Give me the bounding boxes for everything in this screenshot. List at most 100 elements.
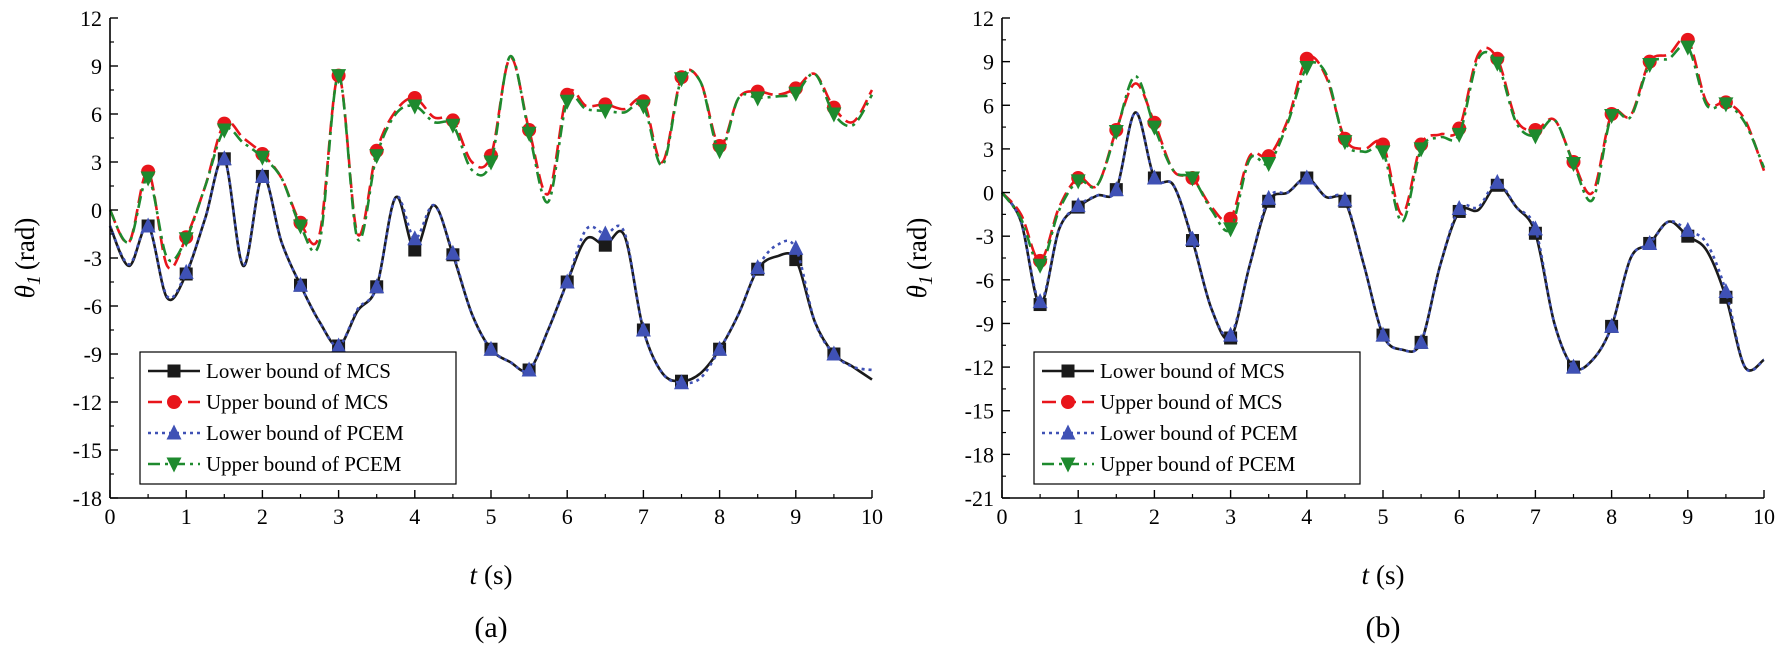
- series-marker-upper-bound-of-pcem: [1375, 145, 1391, 161]
- legend-label-upper-bound-of-pcem: Upper bound of PCEM: [1100, 452, 1296, 476]
- series-marker-lower-bound-of-pcem: [1527, 220, 1543, 236]
- series-marker-upper-bound-of-pcem: [1146, 120, 1162, 136]
- series-line-lower-bound-of-pcem: [1000, 111, 1765, 373]
- legend-label-lower-bound-of-mcs: Lower bound of MCS: [1100, 359, 1285, 383]
- series-marker-lower-bound-of-pcem: [369, 278, 385, 294]
- x-tick-label: 10: [1753, 504, 1775, 529]
- y-axis-label: θ1 (rad): [10, 218, 45, 299]
- x-tick-label: 5: [1378, 504, 1389, 529]
- x-tick-label: 2: [257, 504, 268, 529]
- series-marker-upper-bound-of-pcem: [521, 126, 537, 142]
- y-tick-label: 0: [983, 181, 994, 206]
- panel-label-a: (a): [474, 611, 507, 644]
- series-marker-lower-bound-of-pcem: [1299, 169, 1315, 185]
- y-tick-label: -3: [84, 246, 102, 271]
- series-marker-upper-bound-of-pcem: [1680, 40, 1696, 56]
- series-marker-lower-bound-of-pcem: [407, 230, 423, 246]
- series-marker-upper-bound-of-pcem: [1185, 171, 1200, 187]
- y-tick-label: 6: [91, 102, 102, 127]
- series-marker-upper-bound-of-pcem: [826, 107, 842, 123]
- series-marker-lower-bound-of-pcem: [1261, 189, 1277, 205]
- series-marker-lower-bound-of-pcem: [826, 345, 842, 361]
- series-marker-lower-bound-of-pcem: [1185, 230, 1200, 246]
- x-tick-label: 6: [562, 504, 573, 529]
- x-tick-label: 7: [1530, 504, 1541, 529]
- legend-marker-upper-bound-of-pcem: [166, 457, 182, 473]
- series-marker-upper-bound-of-pcem: [635, 99, 651, 115]
- x-tick-label: 1: [1073, 504, 1084, 529]
- y-tick-label: -12: [965, 355, 994, 380]
- series-marker-upper-bound-of-pcem: [331, 69, 347, 85]
- x-tick-label: 2: [1149, 504, 1160, 529]
- series-marker-lower-bound-of-pcem: [1680, 221, 1696, 237]
- x-axis-symbol: t: [469, 560, 478, 590]
- series-marker-upper-bound-of-mcs: [1223, 211, 1238, 226]
- series-marker-upper-bound-of-pcem: [293, 219, 308, 235]
- series-marker-upper-bound-of-pcem: [1451, 127, 1467, 143]
- series-marker-lower-bound-of-pcem: [1489, 173, 1505, 189]
- series-marker-lower-bound-of-pcem: [1451, 200, 1467, 216]
- series-marker-upper-bound-of-pcem: [559, 94, 575, 110]
- series-marker-lower-bound-of-pcem: [293, 276, 308, 292]
- x-tick-label: 3: [1225, 504, 1236, 529]
- series-marker-lower-bound-of-pcem: [674, 374, 689, 390]
- series-marker-upper-bound-of-pcem: [1299, 60, 1315, 76]
- series-marker-lower-bound-of-pcem: [788, 239, 804, 255]
- legend: Lower bound of MCS Upper bound of MCS Lowe…: [139, 351, 457, 485]
- legend-label-lower-bound-of-mcs: Lower bound of MCS: [206, 359, 391, 383]
- series-marker-upper-bound-of-pcem: [1108, 124, 1124, 140]
- series-marker-lower-bound-of-pcem: [1108, 181, 1124, 197]
- legend-box: [1033, 351, 1361, 485]
- series-marker-upper-bound-of-pcem: [1642, 58, 1658, 74]
- series-marker-upper-bound-of-pcem: [1718, 97, 1734, 113]
- y-tick-label: -18: [965, 442, 994, 467]
- panel-label-b: (b): [1366, 611, 1401, 644]
- x-axis-unit: (s): [1376, 560, 1405, 590]
- series-marker-upper-bound-of-pcem: [407, 99, 423, 115]
- x-tick-label: 8: [714, 504, 725, 529]
- series-marker-upper-bound-of-pcem: [1070, 174, 1086, 190]
- series-marker-lower-bound-of-mcs: [408, 243, 422, 257]
- x-tick-label: 1: [181, 504, 192, 529]
- y-axis-unit: (rad): [10, 218, 40, 270]
- legend-label-lower-bound-of-pcem: Lower bound of PCEM: [206, 421, 404, 445]
- y-tick-label: -6: [976, 268, 994, 293]
- y-tick-label: 0: [91, 198, 102, 223]
- series-marker-lower-bound-of-pcem: [750, 259, 766, 275]
- series-marker-lower-bound-of-pcem: [1070, 197, 1086, 213]
- x-tick-label: 6: [1454, 504, 1465, 529]
- series-marker-lower-bound-of-pcem: [331, 337, 347, 353]
- x-tick-label: 8: [1606, 504, 1617, 529]
- series-marker-lower-bound-of-pcem: [178, 263, 194, 279]
- series-marker-lower-bound-of-pcem: [1718, 282, 1734, 298]
- series-marker-lower-bound-of-pcem: [597, 225, 613, 241]
- series-marker-lower-bound-of-pcem: [635, 321, 651, 337]
- x-tick-label: 0: [105, 504, 116, 529]
- series-marker-lower-bound-of-pcem: [483, 340, 499, 356]
- series-marker-upper-bound-of-pcem: [369, 149, 385, 165]
- series-marker-lower-bound-of-pcem: [216, 150, 232, 166]
- series-marker-upper-bound-of-pcem: [1413, 142, 1429, 158]
- series-marker-upper-bound-of-pcem: [1223, 222, 1239, 238]
- legend-marker-upper-bound-of-pcem: [1060, 457, 1076, 473]
- y-tick-label: -15: [965, 399, 994, 424]
- series-line-lower-bound-of-pcem: [108, 156, 873, 385]
- series-marker-upper-bound-of-pcem: [1489, 56, 1505, 72]
- series-marker-upper-bound-of-pcem: [1261, 156, 1277, 172]
- series-marker-lower-bound-of-pcem: [521, 361, 537, 377]
- y-tick-label: -12: [73, 390, 102, 415]
- y-axis-label: θ1 (rad): [902, 218, 937, 299]
- legend: Lower bound of MCS Upper bound of MCS Lowe…: [1033, 351, 1361, 485]
- y-tick-label: -15: [73, 438, 102, 463]
- legend-label-upper-bound-of-pcem: Upper bound of PCEM: [206, 452, 402, 476]
- series-marker-lower-bound-of-pcem: [140, 217, 156, 233]
- x-tick-label: 4: [409, 504, 420, 529]
- y-tick-label: 6: [983, 93, 994, 118]
- y-tick-label: 12: [80, 6, 102, 31]
- legend-box: [139, 351, 457, 485]
- legend-marker-lower-bound-of-pcem: [1060, 424, 1076, 440]
